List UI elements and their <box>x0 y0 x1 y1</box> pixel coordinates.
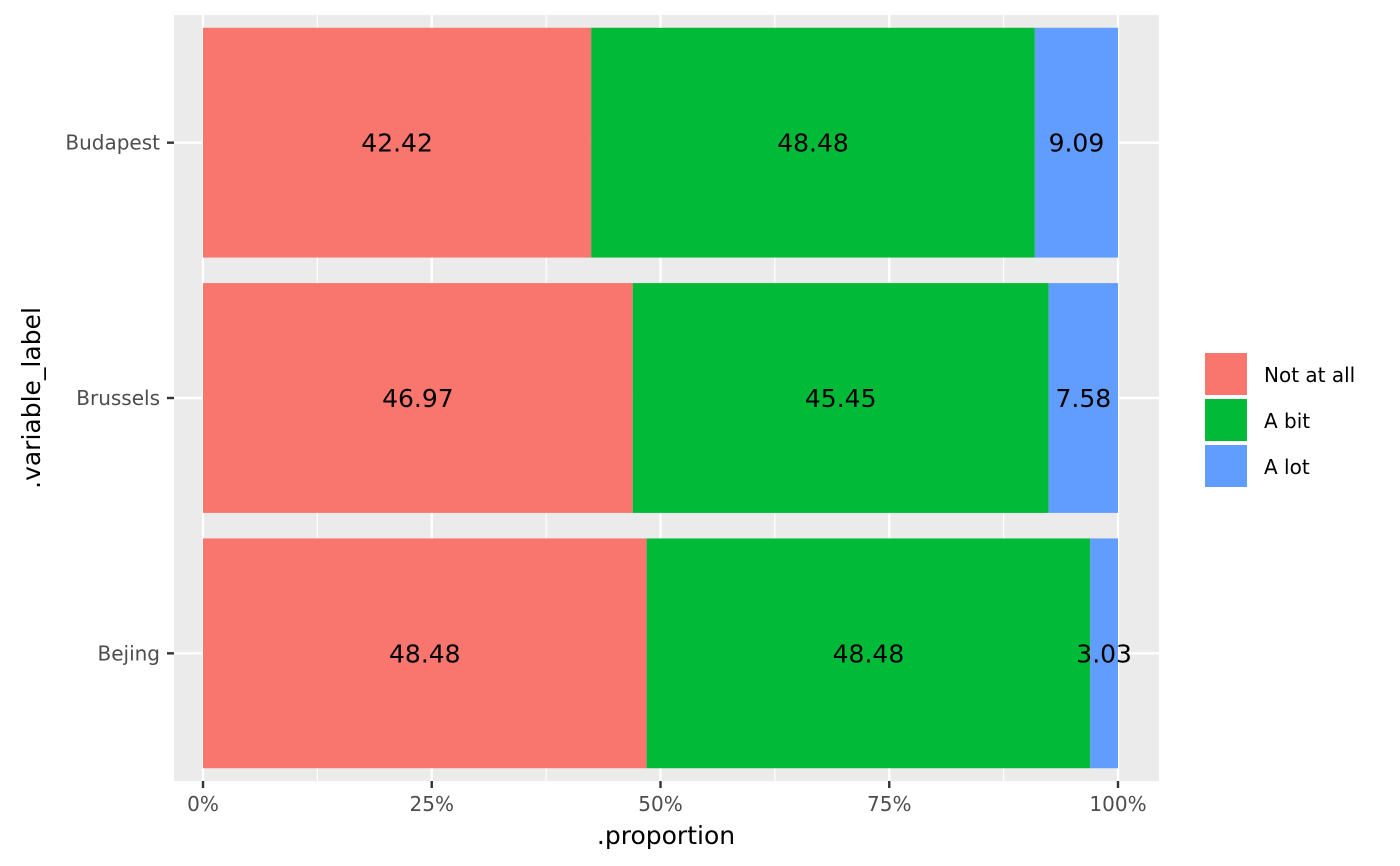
legend-label: A bit <box>1264 409 1310 433</box>
bar-segment <box>1048 283 1118 513</box>
bar-segment <box>203 538 647 769</box>
bar-value-label: 45.45 <box>805 384 877 413</box>
y-axis: Bejing Brussels Budapest <box>65 131 174 665</box>
bar-value-label: 46.97 <box>382 384 454 413</box>
legend-key <box>1203 351 1249 397</box>
legend-key <box>1203 443 1249 489</box>
bar-segment <box>203 27 592 258</box>
bar-value-label: 48.48 <box>389 639 461 668</box>
bar-segment <box>1034 27 1118 258</box>
bar-segment <box>591 27 1035 258</box>
legend-label: Not at all <box>1264 363 1355 387</box>
bar-value-label: 9.09 <box>1049 129 1105 158</box>
bar-value-label: 48.48 <box>833 639 905 668</box>
bar-value-label: 42.42 <box>361 129 433 158</box>
bar-segment <box>632 283 1049 513</box>
bar-value-label: 48.48 <box>777 129 849 158</box>
bars <box>203 27 1118 769</box>
bar-labels: 48.48 48.48 3.03 46.97 45.45 7.58 42.42 48.48 9.… <box>361 129 1132 669</box>
legend-key <box>1203 397 1249 443</box>
x-axis-title: .proportion <box>597 821 735 850</box>
x-tick-label: 50% <box>638 792 682 816</box>
legend-label: A lot <box>1264 455 1310 479</box>
y-tick-label: Budapest <box>65 131 160 155</box>
legend: Not at all A bit A lot <box>1203 351 1355 489</box>
x-axis: 0% 25% 50% 75% 100% <box>187 781 1147 816</box>
bar-segment <box>203 283 633 513</box>
y-tick-label: Bejing <box>97 641 160 665</box>
x-tick-label: 0% <box>187 792 219 816</box>
bar-value-label: 7.58 <box>1055 384 1111 413</box>
y-axis-title: .variable_label <box>17 307 46 489</box>
x-tick-label: 25% <box>410 792 454 816</box>
bar-segment <box>646 538 1091 769</box>
x-tick-label: 75% <box>867 792 911 816</box>
bar-segment <box>1090 538 1118 769</box>
x-tick-label: 100% <box>1089 792 1146 816</box>
bar-value-label: 3.03 <box>1076 639 1132 668</box>
y-tick-label: Brussels <box>76 386 160 410</box>
